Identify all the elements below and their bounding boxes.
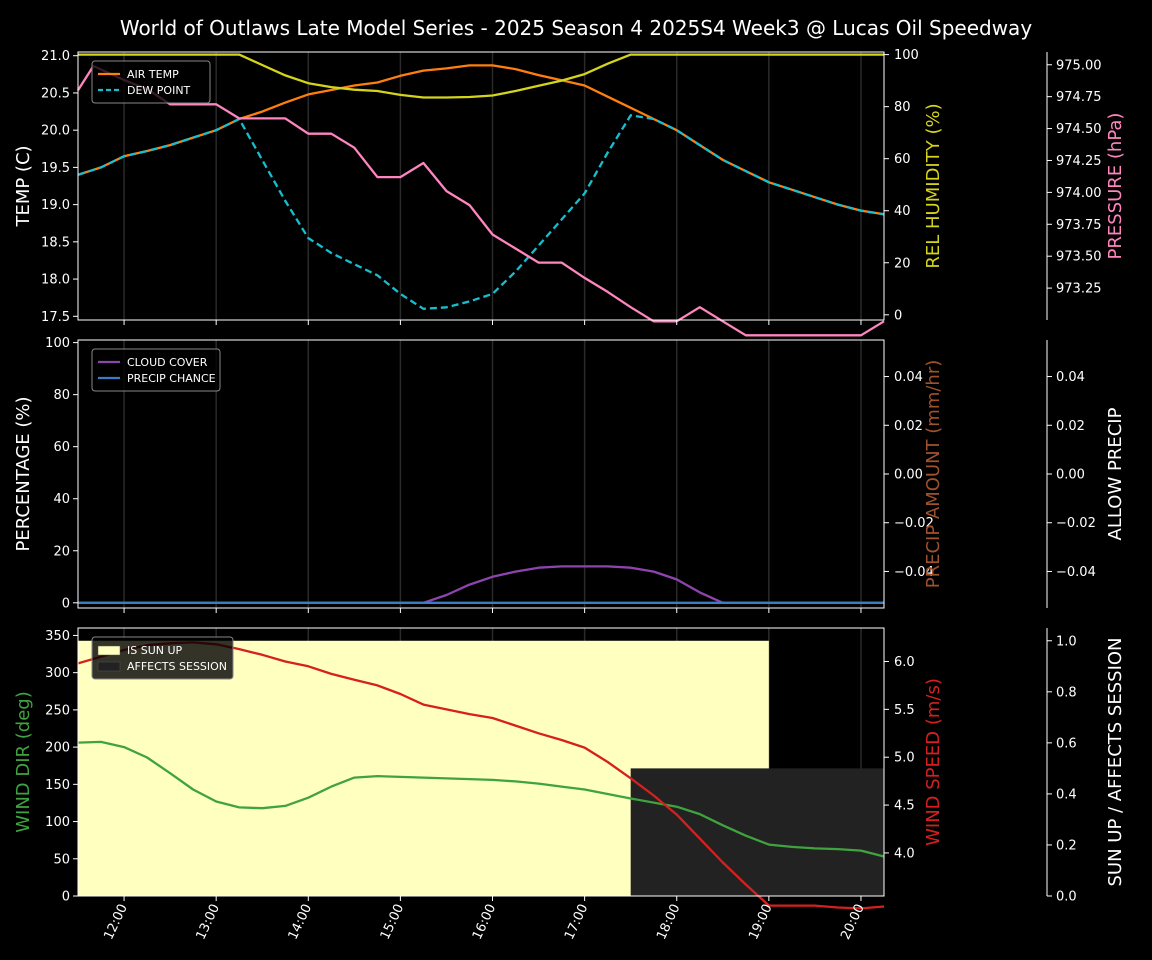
x-tick-label: 12:00 (101, 902, 130, 942)
y3-tick-label: 0.6 (1056, 736, 1077, 751)
panel1-frame (77, 51, 885, 321)
x-tick-label: 14:00 (286, 902, 315, 942)
panel3-frame (77, 627, 885, 897)
y2-tick-label: 5.5 (894, 703, 915, 718)
y-tick-label: 350 (45, 629, 70, 644)
y-tick-label: 40 (53, 492, 70, 507)
y3-tick-label: 0.00 (1056, 468, 1085, 483)
y-tick-label: 0 (62, 596, 70, 611)
legend-box (91, 348, 221, 392)
y-tick-label: 100 (45, 336, 70, 351)
y3-tick-label: 973.75 (1056, 218, 1102, 233)
y-tick-label: 60 (53, 440, 70, 455)
y3-tick-label: −0.02 (1056, 516, 1096, 531)
series-line-cloud-cover (78, 565, 884, 604)
x-tick-label: 15:00 (378, 902, 407, 942)
y3-tick-label: 0.0 (1056, 890, 1077, 905)
y3-tick-label: 974.25 (1056, 154, 1102, 169)
y2-tick-label: 20 (894, 256, 911, 271)
y2-tick-label: 0.00 (894, 468, 923, 483)
y2-tick-label: 40 (894, 204, 911, 219)
axis-label-left: WIND DIR (deg) (13, 691, 34, 833)
y-tick-label: 0 (62, 890, 70, 905)
axis-label-left: PERCENTAGE (%) (13, 396, 34, 551)
axis-label-right1: PRECIP AMOUNT (mm/hr) (923, 360, 944, 589)
y-tick-label: 21.0 (41, 49, 70, 64)
y-tick-label: 200 (45, 741, 70, 756)
y-tick-label: 20.5 (41, 86, 70, 101)
legend-label: DEW POINT (127, 84, 191, 97)
y3-tick-label: 975.00 (1056, 58, 1102, 73)
y2-tick-label: 0 (894, 308, 902, 323)
y-tick-label: 19.5 (41, 161, 70, 176)
series-line-wind-dir-deg (77, 740, 885, 858)
axis-label-right2: SUN UP / AFFECTS SESSION (1105, 637, 1126, 886)
x-tick-label: 13:00 (194, 902, 223, 942)
y2-tick-label: 80 (894, 100, 911, 115)
y3-tick-label: 974.50 (1056, 122, 1102, 137)
y3-tick-label: 0.02 (1056, 419, 1085, 434)
y2-tick-label: 6.0 (894, 655, 915, 670)
series-line-dew-point (77, 114, 885, 310)
legend-label: IS SUN UP (127, 644, 183, 657)
y3-tick-label: 973.25 (1056, 282, 1102, 297)
y3-tick-label: 0.4 (1056, 787, 1077, 802)
y-tick-label: 80 (53, 388, 70, 403)
y-tick-label: 50 (53, 852, 70, 867)
y-tick-label: 17.5 (41, 310, 70, 325)
axis-label-left: TEMP (C) (13, 145, 34, 227)
axis-label-right2: ALLOW PRECIP (1105, 407, 1126, 540)
x-tick-label: 17:00 (562, 902, 591, 942)
legend-label: AFFECTS SESSION (127, 660, 227, 673)
y3-tick-label: 974.75 (1056, 90, 1102, 105)
y-tick-label: 250 (45, 703, 70, 718)
affects-session-area (630, 768, 884, 896)
y-tick-label: 20 (53, 544, 70, 559)
y2-tick-label: 0.04 (894, 370, 923, 385)
legend-label: CLOUD COVER (127, 356, 208, 369)
y-tick-label: 100 (45, 815, 70, 830)
y3-tick-label: 1.0 (1056, 634, 1077, 649)
axis-label-right1: WIND SPEED (m/s) (923, 678, 944, 846)
series-line-air-temp (77, 64, 885, 216)
y-tick-label: 18.5 (41, 235, 70, 250)
y3-tick-label: 974.00 (1056, 186, 1102, 201)
y3-tick-label: 973.50 (1056, 250, 1102, 265)
y-tick-label: 300 (45, 666, 70, 681)
legend-box (91, 60, 211, 104)
y2-tick-label: 100 (894, 48, 919, 63)
y3-tick-label: 0.8 (1056, 685, 1077, 700)
legend-label: AIR TEMP (127, 68, 179, 81)
y3-tick-label: 0.2 (1056, 838, 1077, 853)
chart-title: World of Outlaws Late Model Series - 202… (120, 16, 1032, 40)
x-tick-label: 16:00 (470, 902, 499, 942)
y3-tick-label: 0.04 (1056, 370, 1085, 385)
y2-tick-label: 0.02 (894, 419, 923, 434)
y2-tick-label: 4.0 (894, 846, 915, 861)
y2-tick-label: −0.04 (894, 565, 934, 580)
y-tick-label: 19.0 (41, 198, 70, 213)
x-tick-label: 18:00 (654, 902, 683, 942)
series-line-pressure-hpa (77, 64, 885, 337)
legend-swatch (97, 645, 121, 656)
y-tick-label: 20.0 (41, 124, 70, 139)
y2-tick-label: −0.02 (894, 516, 934, 531)
y2-tick-label: 5.0 (894, 751, 915, 766)
axis-label-right2: PRESSURE (hPa) (1105, 113, 1126, 260)
legend-box (91, 636, 234, 680)
axis-label-right1: REL HUMIDITY (%) (923, 103, 944, 268)
y3-tick-label: −0.04 (1056, 565, 1096, 580)
y-tick-label: 150 (45, 778, 70, 793)
legend-swatch (97, 661, 121, 672)
series-line-rel-humidity (78, 53, 884, 99)
y2-tick-label: 60 (894, 152, 911, 167)
x-tick-label: 19:00 (746, 902, 775, 942)
y-tick-label: 18.0 (41, 273, 70, 288)
y2-tick-label: 4.5 (894, 799, 915, 814)
legend-label: PRECIP CHANCE (127, 372, 216, 385)
